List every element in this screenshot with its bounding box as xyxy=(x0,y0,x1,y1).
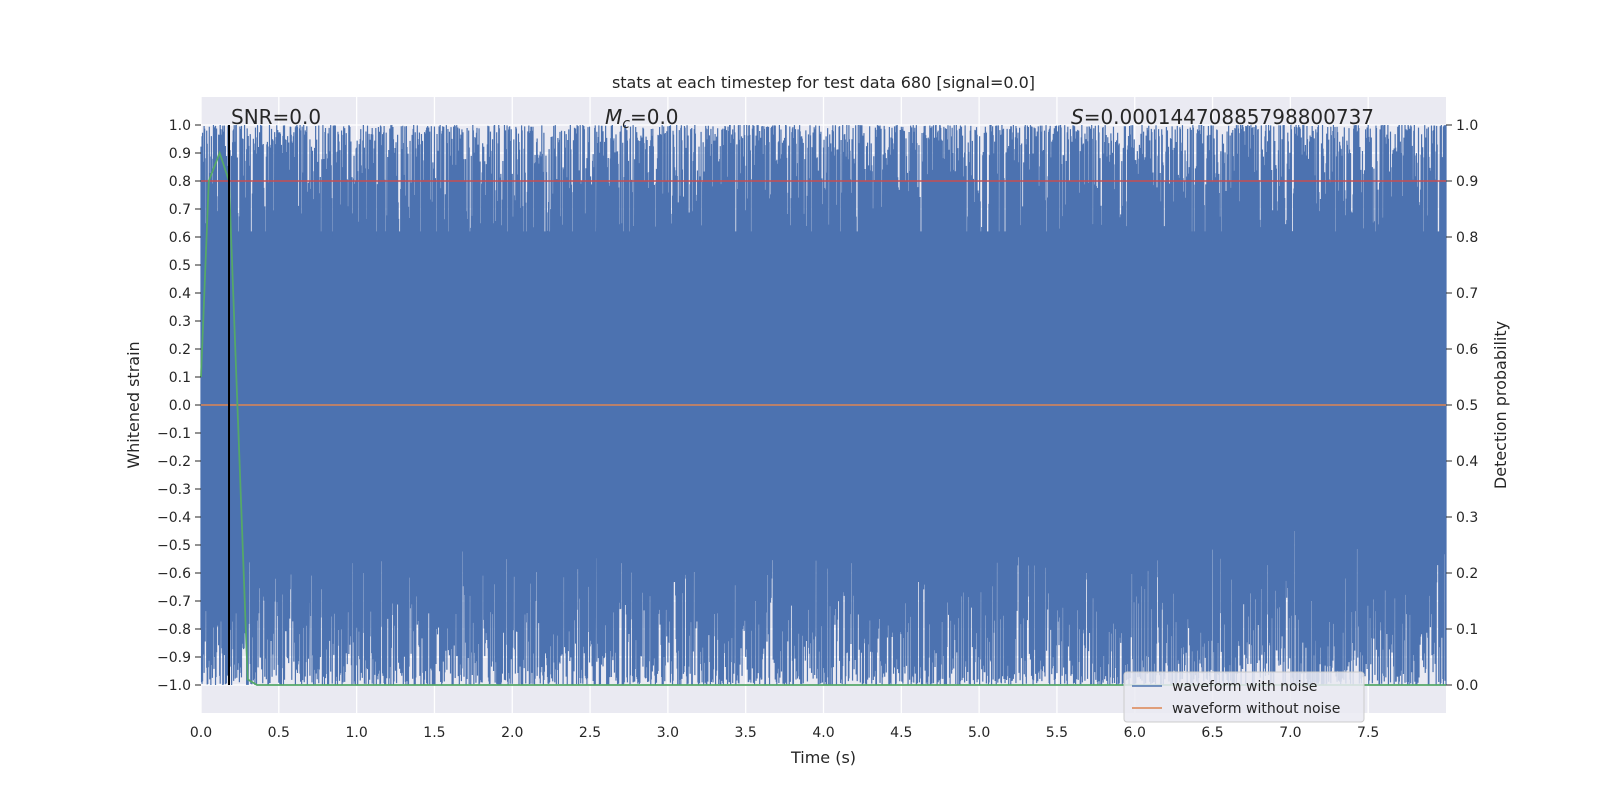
y2-tick-label: 0.1 xyxy=(1456,622,1478,638)
x-tick-label: 7.0 xyxy=(1279,725,1301,741)
y-tick-label: 0.9 xyxy=(169,146,191,162)
y2-tick-label: 0.6 xyxy=(1456,342,1478,358)
y2-axis-label: Detection probability xyxy=(1491,321,1510,489)
chirp-mass-value: =0.0 xyxy=(630,105,679,129)
chirp-mass-symbol: M xyxy=(605,105,622,129)
x-tick-label: 3.0 xyxy=(657,725,679,741)
noise-trace xyxy=(200,124,1447,686)
y-tick-label: 0.5 xyxy=(169,258,191,274)
x-tick-label: 1.0 xyxy=(345,725,367,741)
x-tick-label: 1.5 xyxy=(423,725,445,741)
y-tick-label: −0.6 xyxy=(157,566,191,582)
y-tick-label: −0.8 xyxy=(157,622,191,638)
y-tick-label: 0.6 xyxy=(169,230,191,246)
y-tick-label: −1.0 xyxy=(157,678,191,694)
y-tick-label: −0.4 xyxy=(157,510,191,526)
y2-tick-label: 0.4 xyxy=(1456,454,1478,470)
y2-tick-label: 0.0 xyxy=(1456,678,1478,694)
x-tick-label: 2.5 xyxy=(579,725,601,741)
y2-tick-label: 0.5 xyxy=(1456,398,1478,414)
x-tick-label: 4.0 xyxy=(812,725,834,741)
chirp-mass-subscript: c xyxy=(622,116,630,132)
y-tick-label: −0.1 xyxy=(157,426,191,442)
y-tick-label: 0.2 xyxy=(169,342,191,358)
s-symbol: S xyxy=(1071,105,1084,129)
y-tick-label: 0.8 xyxy=(169,174,191,190)
y-tick-label: −0.3 xyxy=(157,482,191,498)
chart-title: stats at each timestep for test data 680… xyxy=(612,73,1035,92)
y-tick-label: 1.0 xyxy=(169,118,191,134)
x-tick-label: 3.5 xyxy=(735,725,757,741)
x-tick-label: 2.0 xyxy=(501,725,523,741)
x-tick-label: 5.5 xyxy=(1046,725,1068,741)
x-axis-ticks: 0.0 0.5 1.0 1.5 2.0 2.5 3.0 3.5 4.0 4.5 5.0 5.5 6.0 6… xyxy=(190,725,1379,741)
y-axis-ticks: 1.0 0.9 0.8 0.7 0.6 0.5 0.4 0.3 0.2 0.1 0.0 −0.1 −0.… xyxy=(157,118,201,694)
x-axis-label: Time (s) xyxy=(790,748,856,767)
x-tick-label: 7.5 xyxy=(1357,725,1379,741)
y2-axis-ticks: 1.0 0.9 0.8 0.7 0.6 0.5 0.4 0.3 0.2 0.1 0.0 xyxy=(1446,118,1478,694)
y-tick-label: −0.5 xyxy=(157,538,191,554)
waveform-with-noise-series xyxy=(200,124,1447,686)
y-tick-label: 0.0 xyxy=(169,398,191,414)
y-tick-label: −0.9 xyxy=(157,650,191,666)
legend-entry-waveform-with-noise: waveform with noise xyxy=(1172,679,1317,695)
y-tick-label: 0.4 xyxy=(169,286,191,302)
y2-tick-label: 0.9 xyxy=(1456,174,1478,190)
legend-entry-waveform-without-noise: waveform without noise xyxy=(1172,701,1340,717)
x-tick-label: 6.5 xyxy=(1201,725,1223,741)
x-tick-label: 5.0 xyxy=(968,725,990,741)
y2-tick-label: 1.0 xyxy=(1456,118,1478,134)
legend: waveform with noise waveform without noi… xyxy=(1123,671,1365,723)
y-axis-label: Whitened strain xyxy=(124,341,143,468)
y-tick-label: 0.1 xyxy=(169,370,191,386)
y-tick-label: 0.7 xyxy=(169,202,191,218)
y2-tick-label: 0.7 xyxy=(1456,286,1478,302)
y-tick-label: 0.3 xyxy=(169,314,191,330)
y2-tick-label: 0.3 xyxy=(1456,510,1478,526)
y2-tick-label: 0.8 xyxy=(1456,230,1478,246)
x-tick-label: 0.0 xyxy=(190,725,212,741)
x-tick-label: 4.5 xyxy=(890,725,912,741)
legend-box xyxy=(1123,671,1365,723)
x-tick-label: 6.0 xyxy=(1124,725,1146,741)
y-tick-label: −0.2 xyxy=(157,454,191,470)
s-value: =0.00014470885798800737 xyxy=(1084,105,1374,129)
y-tick-label: −0.7 xyxy=(157,594,191,610)
x-tick-label: 0.5 xyxy=(268,725,290,741)
chirp-mass-annotation: Mc=0.0 xyxy=(605,105,679,132)
snr-annotation: SNR=0.0 xyxy=(231,105,321,129)
s-annotation: S=0.00014470885798800737 xyxy=(1071,105,1374,129)
y2-tick-label: 0.2 xyxy=(1456,566,1478,582)
